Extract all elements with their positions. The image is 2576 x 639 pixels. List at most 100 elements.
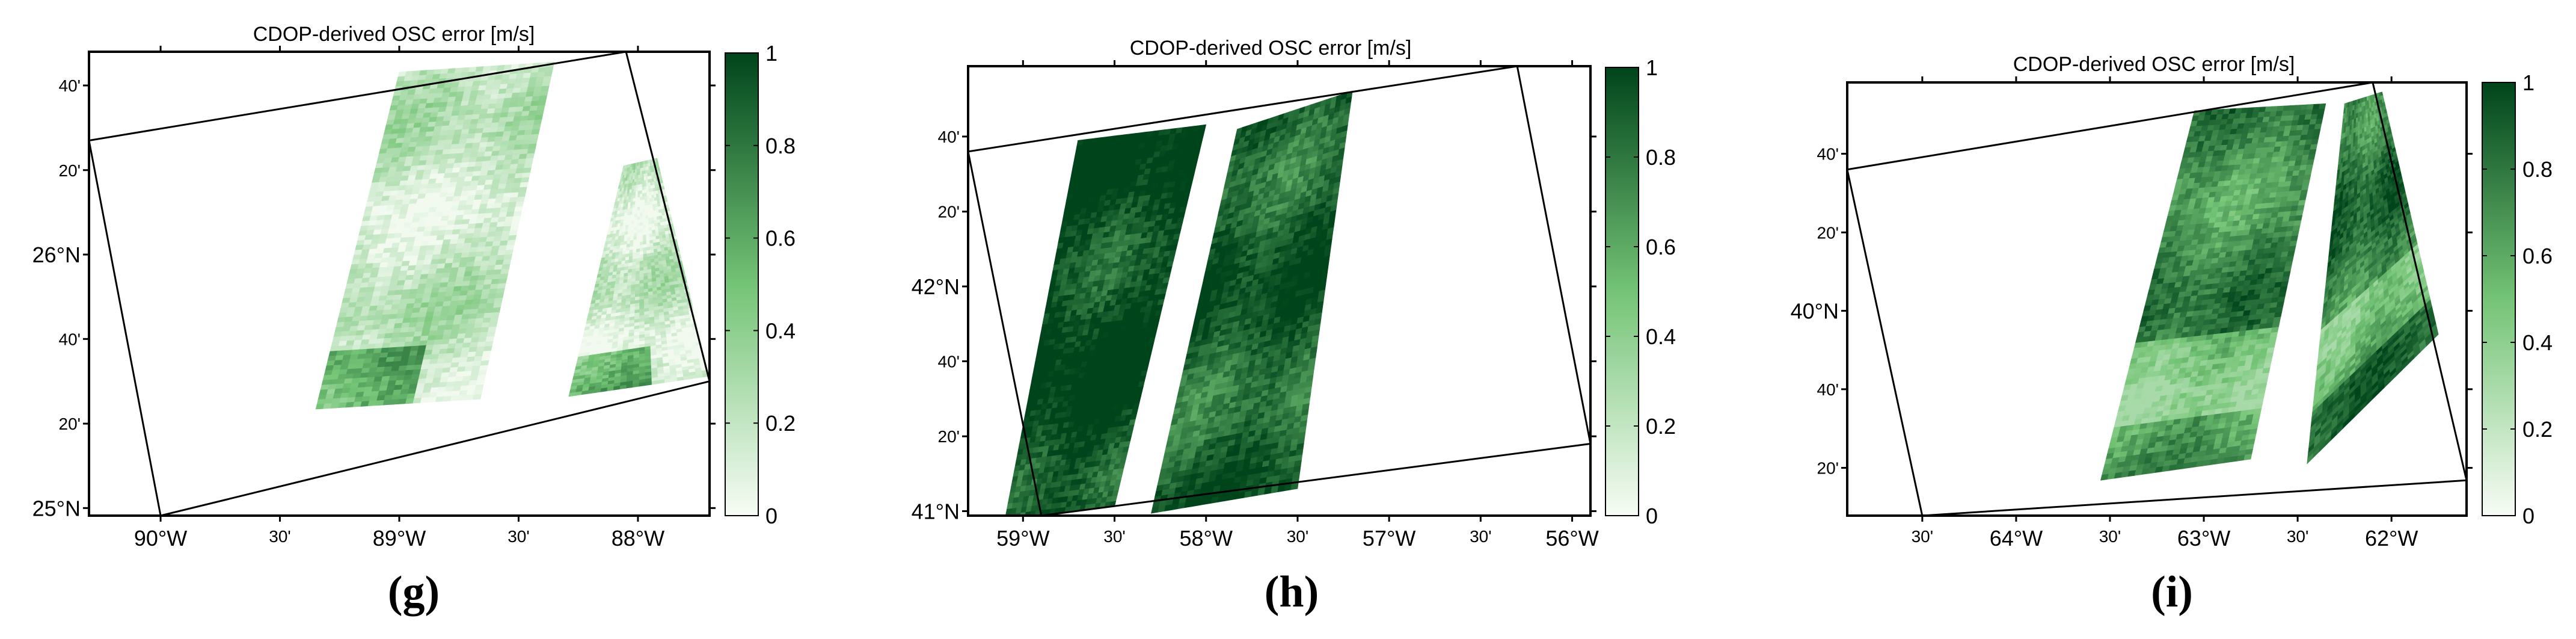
data-cell bbox=[399, 270, 408, 276]
data-cell bbox=[644, 186, 647, 191]
data-cell bbox=[504, 216, 514, 222]
data-cell bbox=[532, 124, 541, 131]
y-tick-label: 25°N bbox=[32, 496, 81, 520]
data-cell bbox=[471, 204, 481, 210]
data-cell bbox=[503, 193, 512, 199]
data-cell bbox=[545, 66, 554, 72]
data-cell bbox=[417, 345, 427, 351]
data-cell bbox=[391, 242, 400, 248]
data-cell bbox=[475, 66, 485, 72]
data-cell bbox=[409, 288, 419, 295]
data-cell bbox=[492, 84, 501, 90]
data-cell bbox=[453, 347, 463, 354]
data-cell bbox=[410, 283, 419, 290]
data-cell bbox=[491, 117, 500, 123]
data-cell bbox=[421, 297, 431, 303]
data-cell bbox=[364, 324, 373, 331]
data-cell bbox=[492, 269, 502, 275]
data-cell bbox=[447, 310, 457, 316]
data-cell bbox=[500, 112, 509, 118]
data-cell bbox=[482, 127, 491, 134]
data-cell bbox=[485, 208, 494, 214]
data-cell bbox=[476, 185, 485, 191]
data-cell bbox=[422, 387, 432, 394]
data-cell bbox=[342, 297, 351, 304]
data-cell bbox=[420, 274, 429, 280]
data-cell bbox=[336, 350, 345, 356]
data-cell bbox=[1162, 277, 1170, 284]
data-cell bbox=[352, 344, 361, 351]
data-cell bbox=[398, 365, 408, 371]
data-cell bbox=[370, 267, 380, 273]
data-cell bbox=[505, 88, 514, 94]
data-cell bbox=[538, 67, 547, 73]
data-cell bbox=[456, 86, 466, 93]
data-cell bbox=[503, 126, 513, 132]
x-tick-label: 89°W bbox=[373, 526, 426, 551]
data-cell bbox=[636, 165, 639, 170]
data-cell bbox=[515, 135, 525, 141]
data-cell bbox=[471, 237, 480, 243]
data-cell bbox=[478, 175, 488, 181]
data-cell bbox=[351, 377, 361, 384]
data-cell bbox=[445, 258, 454, 264]
data-cell bbox=[420, 397, 429, 403]
data-cell bbox=[383, 366, 393, 372]
data-cell bbox=[636, 171, 639, 176]
data-cell bbox=[531, 96, 541, 102]
data-cell bbox=[474, 384, 484, 390]
data-cell bbox=[402, 317, 411, 324]
data-cell bbox=[467, 133, 476, 139]
data-cell bbox=[454, 67, 463, 73]
data-cell bbox=[461, 129, 470, 135]
data-cell bbox=[461, 380, 470, 386]
panel-h-title: CDOP-derived OSC error [m/s] bbox=[1130, 37, 1412, 60]
data-cell bbox=[660, 183, 664, 187]
data-cell bbox=[368, 339, 378, 345]
data-cell bbox=[445, 196, 454, 202]
data-cell bbox=[400, 265, 409, 271]
data-cell bbox=[473, 360, 482, 367]
data-cell bbox=[346, 368, 355, 375]
data-cell bbox=[334, 388, 343, 394]
data-cell bbox=[514, 206, 523, 212]
data-cell bbox=[470, 309, 479, 315]
data-cell bbox=[491, 279, 500, 285]
data-cell bbox=[499, 145, 508, 152]
data-cell bbox=[391, 394, 401, 400]
data-cell bbox=[503, 254, 513, 261]
data-cell bbox=[431, 320, 440, 327]
data-cell bbox=[451, 200, 460, 207]
data-cell bbox=[379, 233, 388, 239]
data-cell bbox=[382, 371, 391, 377]
data-cell bbox=[414, 208, 423, 214]
data-cell bbox=[448, 338, 458, 345]
data-cell bbox=[488, 193, 497, 200]
data-cell bbox=[384, 271, 393, 277]
data-cell bbox=[486, 236, 495, 242]
data-cell bbox=[425, 221, 434, 227]
data-cell bbox=[416, 170, 425, 176]
data-cell bbox=[487, 198, 497, 205]
data-cell bbox=[453, 253, 462, 259]
data-cell bbox=[476, 156, 485, 162]
data-cell bbox=[527, 148, 536, 155]
data-cell bbox=[403, 312, 412, 319]
data-cell bbox=[409, 165, 419, 171]
data-cell bbox=[458, 395, 467, 401]
data-cell bbox=[448, 243, 458, 250]
data-cell bbox=[421, 330, 431, 337]
data-cell bbox=[357, 325, 366, 332]
data-cell bbox=[462, 152, 471, 158]
data-cell bbox=[460, 224, 469, 230]
data-cell bbox=[367, 282, 376, 288]
data-cell bbox=[471, 299, 481, 305]
data-cell bbox=[473, 394, 482, 400]
data-cell bbox=[490, 184, 500, 190]
data-cell bbox=[476, 218, 485, 224]
data-cell bbox=[429, 145, 438, 151]
data-cell bbox=[453, 286, 462, 292]
data-cell bbox=[413, 331, 423, 337]
data-cell bbox=[467, 194, 476, 201]
data-cell bbox=[464, 366, 473, 372]
